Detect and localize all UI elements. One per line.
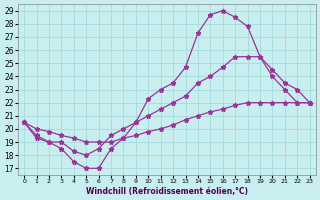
X-axis label: Windchill (Refroidissement éolien,°C): Windchill (Refroidissement éolien,°C) [86,187,248,196]
